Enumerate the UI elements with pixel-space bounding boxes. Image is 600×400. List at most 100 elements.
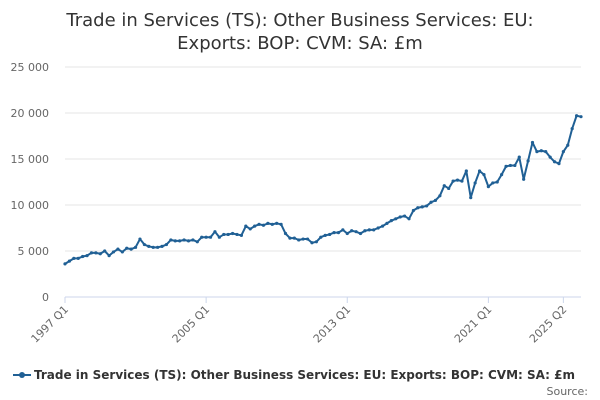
data-point[interactable]	[464, 169, 468, 173]
data-point[interactable]	[222, 232, 226, 237]
data-point[interactable]	[125, 246, 129, 250]
data-point[interactable]	[376, 226, 380, 230]
data-point[interactable]	[138, 237, 142, 241]
data-point[interactable]	[178, 239, 182, 243]
data-point[interactable]	[416, 206, 420, 210]
data-point[interactable]	[526, 159, 530, 163]
data-point[interactable]	[385, 221, 389, 225]
data-point[interactable]	[301, 237, 305, 241]
data-point[interactable]	[279, 222, 283, 226]
data-point[interactable]	[292, 236, 296, 240]
data-point[interactable]	[411, 208, 416, 213]
data-point[interactable]	[552, 160, 557, 164]
data-point[interactable]	[94, 251, 98, 255]
data-point[interactable]	[389, 219, 393, 223]
data-point[interactable]	[473, 181, 477, 185]
data-point[interactable]	[482, 173, 486, 177]
data-point[interactable]	[394, 217, 398, 221]
data-point[interactable]	[257, 222, 261, 226]
data-point[interactable]	[230, 231, 235, 236]
data-point[interactable]	[208, 235, 213, 239]
data-point[interactable]	[548, 155, 552, 159]
data-point[interactable]	[341, 228, 345, 232]
data-point[interactable]	[85, 254, 89, 258]
data-point[interactable]	[226, 232, 230, 237]
data-point[interactable]	[508, 163, 513, 168]
data-point[interactable]	[323, 233, 327, 237]
data-point[interactable]	[156, 245, 160, 249]
data-point[interactable]	[195, 240, 199, 244]
legend-label[interactable]: Trade in Services (TS): Other Business S…	[34, 368, 575, 382]
data-point[interactable]	[169, 238, 173, 242]
data-point[interactable]	[477, 169, 482, 173]
data-point[interactable]	[76, 256, 80, 260]
data-point[interactable]	[239, 233, 244, 237]
data-point[interactable]	[63, 262, 67, 266]
data-point[interactable]	[261, 223, 266, 227]
data-point[interactable]	[204, 235, 208, 239]
data-point[interactable]	[455, 178, 460, 182]
data-point[interactable]	[191, 238, 195, 242]
data-point[interactable]	[539, 149, 543, 153]
data-point[interactable]	[72, 256, 76, 260]
data-point[interactable]	[469, 196, 473, 200]
data-point[interactable]	[350, 229, 354, 233]
data-point[interactable]	[81, 254, 85, 259]
data-point[interactable]	[305, 237, 310, 241]
data-point[interactable]	[372, 228, 376, 232]
data-point[interactable]	[354, 230, 358, 234]
data-point[interactable]	[120, 250, 124, 254]
data-point[interactable]	[319, 235, 323, 239]
data-point[interactable]	[151, 245, 155, 249]
data-point[interactable]	[398, 215, 402, 219]
data-point[interactable]	[107, 254, 111, 258]
data-point[interactable]	[486, 185, 490, 189]
data-point[interactable]	[358, 231, 363, 236]
data-point[interactable]	[244, 224, 248, 228]
legend[interactable]: Trade in Services (TS): Other Business S…	[13, 368, 575, 382]
data-point[interactable]	[160, 244, 164, 248]
data-point[interactable]	[570, 127, 574, 131]
data-point[interactable]	[173, 239, 177, 243]
data-point[interactable]	[248, 227, 252, 231]
data-point[interactable]	[186, 239, 191, 243]
data-point[interactable]	[164, 242, 169, 247]
data-point[interactable]	[297, 238, 301, 242]
data-point[interactable]	[332, 231, 336, 235]
data-point[interactable]	[579, 115, 583, 119]
data-point[interactable]	[367, 228, 371, 232]
data-point[interactable]	[314, 240, 318, 244]
data-point[interactable]	[363, 229, 367, 233]
data-point[interactable]	[544, 150, 548, 154]
data-point[interactable]	[235, 232, 239, 237]
data-point[interactable]	[420, 205, 424, 209]
data-point[interactable]	[451, 179, 455, 183]
data-point[interactable]	[429, 200, 433, 204]
data-point[interactable]	[530, 140, 535, 145]
data-point[interactable]	[500, 173, 504, 177]
data-point[interactable]	[288, 236, 292, 240]
data-point[interactable]	[89, 251, 94, 255]
data-point[interactable]	[438, 194, 442, 198]
data-point[interactable]	[103, 249, 107, 253]
data-point[interactable]	[425, 204, 429, 208]
data-point[interactable]	[253, 224, 257, 228]
data-point[interactable]	[111, 250, 116, 254]
data-point[interactable]	[266, 221, 270, 225]
data-point[interactable]	[460, 179, 464, 183]
data-point[interactable]	[328, 232, 332, 237]
data-point[interactable]	[407, 217, 411, 221]
data-point[interactable]	[561, 150, 565, 154]
data-point[interactable]	[133, 245, 138, 249]
data-point[interactable]	[557, 162, 561, 166]
data-point[interactable]	[275, 221, 279, 225]
data-point[interactable]	[522, 177, 526, 181]
data-point[interactable]	[98, 252, 102, 256]
data-point[interactable]	[200, 235, 204, 239]
data-point[interactable]	[491, 181, 495, 185]
data-point[interactable]	[217, 235, 221, 239]
data-point[interactable]	[310, 241, 314, 245]
data-point[interactable]	[433, 198, 438, 202]
data-point[interactable]	[336, 231, 341, 235]
data-point[interactable]	[504, 164, 508, 168]
